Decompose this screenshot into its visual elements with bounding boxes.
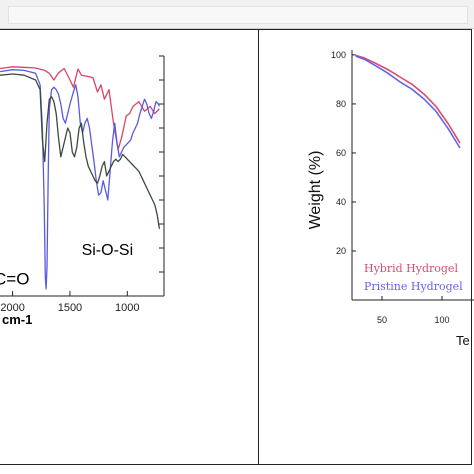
tga-y-tick-label: 100 [331, 50, 346, 60]
tga-x-tick-label: 50 [377, 315, 387, 325]
legend-pristine-hydrogel: Pristine Hydrogel [364, 280, 463, 293]
top-toolbar-strip [0, 0, 474, 29]
ftir-series-group [0, 66, 161, 290]
tga-x-axis-label: Te [456, 333, 470, 348]
tga-y-tick-label: 60 [336, 148, 346, 158]
toolbar-field [8, 6, 468, 24]
ftir-series-dark [0, 73, 161, 229]
tga-x-ticks: 50 100 [377, 296, 450, 325]
ftir-x-tick-label: 2000 [0, 302, 24, 314]
tga-y-ticks: 20 40 60 80 100 [331, 50, 356, 256]
ftir-series-red [0, 66, 160, 151]
ftir-chart: 2000 1500 1000 cm-1 Si-O-Si C=O [0, 55, 165, 327]
tga-series-pristine [355, 55, 461, 149]
ftir-y-ticks [159, 55, 164, 297]
annotation-carbonyl: C=O [0, 269, 29, 288]
ftir-x-tick-label: 1500 [58, 302, 82, 314]
figure-frame [0, 29, 472, 465]
ftir-x-tick-label: 1000 [115, 302, 139, 314]
tga-y-tick-label: 40 [336, 197, 346, 207]
tga-series-hybrid [355, 54, 461, 144]
annotation-si-o-si: Si-O-Si [82, 242, 134, 259]
tga-x-tick-label: 100 [434, 315, 449, 325]
tga-y-tick-label: 80 [336, 99, 346, 109]
tga-y-tick-label: 20 [336, 246, 346, 256]
panel-divider [258, 29, 259, 465]
ftir-x-ticks: 2000 1500 1000 [0, 291, 140, 314]
ftir-series-blue [0, 69, 160, 290]
tga-chart: 20 40 60 80 100 50 100 Weight (%) Te Hybrid H… [307, 50, 474, 348]
tga-y-axis-label: Weight (%) [307, 151, 324, 230]
tga-series-group [355, 54, 461, 149]
ftir-x-axis-label: cm-1 [2, 312, 32, 327]
legend-hybrid-hydrogel: Hybrid Hydrogel [364, 262, 458, 275]
